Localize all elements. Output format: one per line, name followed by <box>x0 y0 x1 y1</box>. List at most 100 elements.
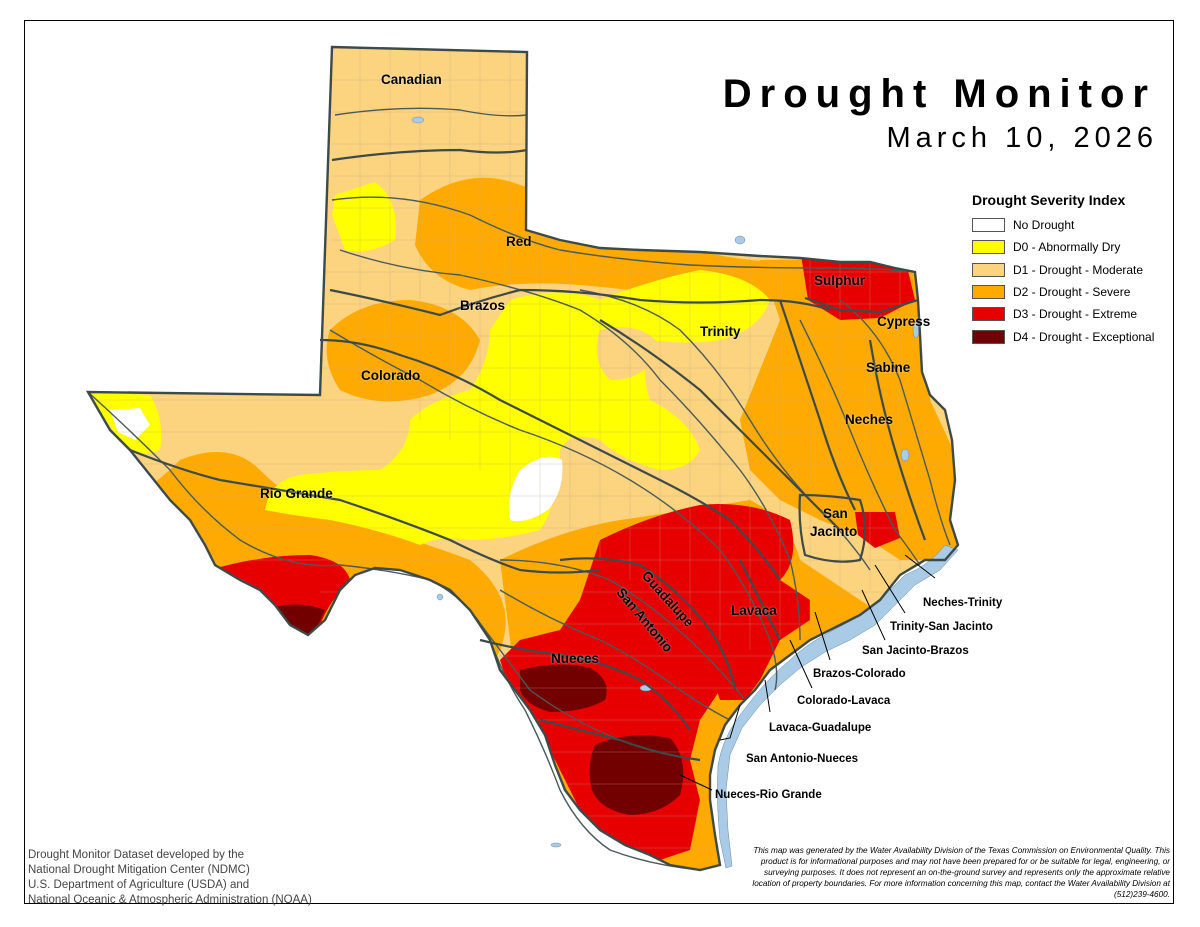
legend-item-d2: D2 - Drought - Severe <box>972 281 1172 303</box>
basin-label-sabine: Sabine <box>866 360 911 375</box>
brazos-river <box>339 249 801 641</box>
credits-line: U.S. Department of Agriculture (USDA) an… <box>28 879 250 891</box>
boundary-sabine-neches <box>868 339 927 541</box>
basin-label-colorado: Colorado <box>361 368 421 383</box>
legend-item-d1: D1 - Drought - Moderate <box>972 259 1172 281</box>
leader-lavaca-guadalupe <box>764 679 771 713</box>
neches-river <box>799 319 921 566</box>
zone-d2-colorado <box>326 300 480 402</box>
legend-item-d4: D4 - Drought - Exceptional <box>972 325 1172 347</box>
coastal-label-san-jacinto-brazos: San Jacinto-Brazos <box>862 645 969 657</box>
texas-outline <box>85 45 960 872</box>
basin-label-sulphur: Sulphur <box>814 273 865 288</box>
legend-item-no-drought: No Drought <box>972 214 1172 236</box>
basin-label-neches: Neches <box>845 412 894 427</box>
sabine-river <box>839 299 951 546</box>
basin-label-san-jacinto-1: San <box>823 506 848 521</box>
credits-line: National Drought Mitigation Center (NDMC… <box>28 864 250 876</box>
legend-label: D3 - Drought - Extreme <box>1013 307 1138 322</box>
san-antonio-river <box>499 589 731 721</box>
rivers <box>87 107 951 871</box>
basin-label-rio-grande: Rio Grande <box>260 486 333 501</box>
boundary-red-brazos <box>329 288 831 317</box>
zone-d3-south-central <box>500 504 810 860</box>
colorado-river <box>329 329 778 691</box>
basin-label-trinity: Trinity <box>700 324 741 339</box>
boundary-sanjacinto <box>798 493 867 563</box>
coastal-label-colorado-lavaca: Colorado-Lavaca <box>797 695 891 707</box>
lake-texoma <box>734 235 746 245</box>
canadian-river <box>334 107 528 117</box>
zone-d3-bigbend <box>210 555 350 638</box>
coastal-label-neches-trinity: Neches-Trinity <box>923 597 1003 609</box>
legend-label: D2 - Drought - Severe <box>1013 285 1131 300</box>
basin-label-cypress: Cypress <box>877 314 931 329</box>
boundary-trinity <box>599 319 841 531</box>
legend-swatch <box>972 218 1005 233</box>
legend-title: Drought Severity Index <box>972 192 1126 208</box>
boundary-canadian-red <box>331 148 528 162</box>
leader-lines <box>679 554 936 791</box>
coastal-label-lavaca-guadalupe: Lavaca-Guadalupe <box>769 722 872 734</box>
zone-none-central <box>508 456 563 522</box>
falcon-lake <box>550 842 562 848</box>
boundary-neches-trinity <box>778 299 856 511</box>
sam-rayburn <box>900 448 910 462</box>
legend: Drought Severity Index No Drought D0 - A… <box>972 192 1172 348</box>
boundary-lavaca <box>739 559 781 641</box>
data-credits: Drought Monitor Dataset developed by the… <box>28 848 312 908</box>
disclaimer-text: This map was generated by the Water Avai… <box>752 846 1170 899</box>
leader-colorado-lavaca <box>789 639 813 689</box>
zone-d3-sanjacinto <box>855 512 900 548</box>
legend-swatch <box>972 307 1005 322</box>
coastal-label-brazos-colorado: Brazos-Colorado <box>813 668 906 680</box>
legend-label: D1 - Drought - Moderate <box>1013 262 1144 277</box>
legend-label: D4 - Drought - Exceptional <box>1013 329 1155 344</box>
boundary-brazos-colorado <box>319 338 781 581</box>
leader-sanantonio-nueces <box>719 704 741 741</box>
boundary-guadalupe <box>559 557 737 691</box>
lake-meredith <box>411 116 425 124</box>
leader-nueces-riogrande <box>679 774 713 791</box>
basin-boundaries <box>129 148 927 762</box>
boundary-sanantonio <box>619 589 671 651</box>
legend-item-d0: D0 - Abnormally Dry <box>972 236 1172 258</box>
credits-line: National Oceanic & Atmospheric Administr… <box>28 894 312 906</box>
legend-label: No Drought <box>1013 218 1075 233</box>
legend-swatch <box>972 285 1005 300</box>
coastal-label-trinity-san-jacinto: Trinity-San Jacinto <box>890 621 993 633</box>
basin-label-brazos: Brazos <box>460 298 506 313</box>
basin-label-san-jacinto-2: Jacinto <box>810 524 858 539</box>
boundary-colorado-riogrande <box>129 448 601 574</box>
guadalupe-river <box>499 559 746 701</box>
coastal-label-nueces-rio-grande: Nueces-Rio Grande <box>715 789 822 801</box>
coastal-label-san-antonio-nueces: San Antonio-Nueces <box>746 753 859 765</box>
basin-label-red: Red <box>506 234 532 249</box>
zone-d0-panhandle <box>332 182 396 252</box>
zone-d1-pocket <box>596 327 660 380</box>
zone-d4-south <box>589 735 684 815</box>
zone-d4-bigbend <box>270 604 325 638</box>
credits-line: Drought Monitor Dataset developed by the <box>28 849 245 861</box>
leader-trinity-sanjacinto <box>874 564 906 614</box>
legend-item-d3: D3 - Drought - Extreme <box>972 303 1172 325</box>
red-river <box>331 196 916 273</box>
basin-label-nueces: Nueces <box>551 651 600 666</box>
legend-swatch <box>972 240 1005 255</box>
boundary-sulphur <box>804 296 919 314</box>
basin-label-canadian: Canadian <box>381 72 442 87</box>
basin-label-lavaca: Lavaca <box>731 603 777 618</box>
legend-swatch <box>972 329 1005 344</box>
legend-swatch <box>972 262 1005 277</box>
leader-sanjacinto-brazos <box>861 589 886 641</box>
boundary-nueces <box>479 638 691 731</box>
map-title: Drought Monitor <box>722 72 1156 116</box>
boundary-nueces-riogrande <box>539 718 701 762</box>
leader-brazos-colorado <box>814 611 831 661</box>
amistad <box>436 593 444 601</box>
map-date: March 10, 2026 <box>886 122 1158 154</box>
county-lines <box>88 47 955 849</box>
legend-label: D0 - Abnormally Dry <box>1013 240 1121 255</box>
leader-neches-trinity <box>904 554 936 579</box>
